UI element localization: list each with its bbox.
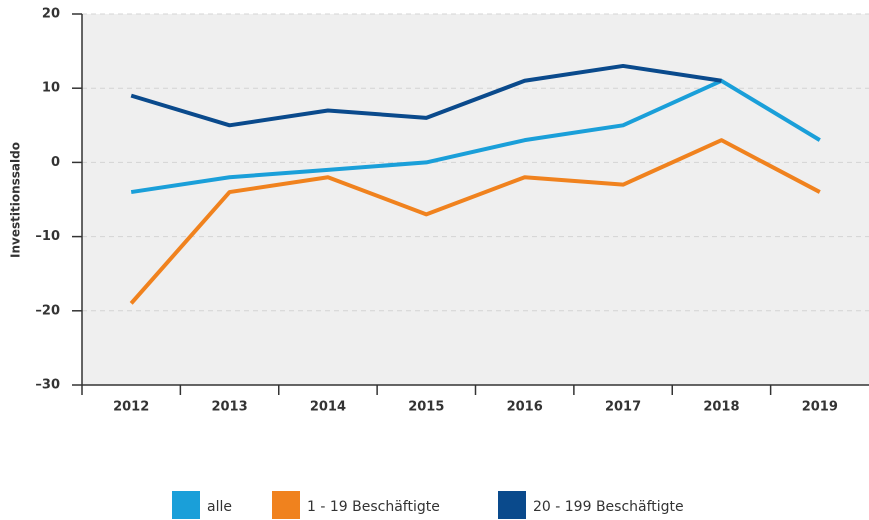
series-line	[130, 63, 722, 128]
plot-background	[82, 14, 869, 385]
legend-swatch	[172, 491, 200, 519]
legend-swatch	[498, 491, 526, 519]
y-axis-label: Investitionssaldo	[9, 142, 23, 258]
y-tick-label: 0	[51, 155, 60, 170]
legend-swatch	[272, 491, 300, 519]
legend-label: 20 - 199 Beschäftigte	[533, 499, 684, 515]
x-tick-label: 2014	[310, 400, 346, 415]
legend-label: alle	[207, 499, 232, 515]
y-tick-label: 10	[42, 81, 60, 96]
y-tick-label: –30	[35, 378, 60, 393]
series-line	[130, 78, 821, 195]
x-tick-label: 2016	[507, 400, 543, 415]
legend-label: 1 - 19 Beschäftigte	[307, 499, 440, 515]
y-tick-label: 20	[42, 7, 60, 22]
series-line	[129, 138, 821, 305]
x-tick-label: 2018	[703, 400, 739, 415]
x-tick-label: 2015	[408, 400, 444, 415]
x-tick-label: 2017	[605, 400, 641, 415]
x-tick-label: 2012	[113, 400, 149, 415]
y-tick-label: –10	[35, 229, 60, 244]
y-tick-label: –20	[35, 303, 60, 318]
x-tick-label: 2019	[802, 400, 838, 415]
x-tick-label: 2013	[211, 400, 247, 415]
